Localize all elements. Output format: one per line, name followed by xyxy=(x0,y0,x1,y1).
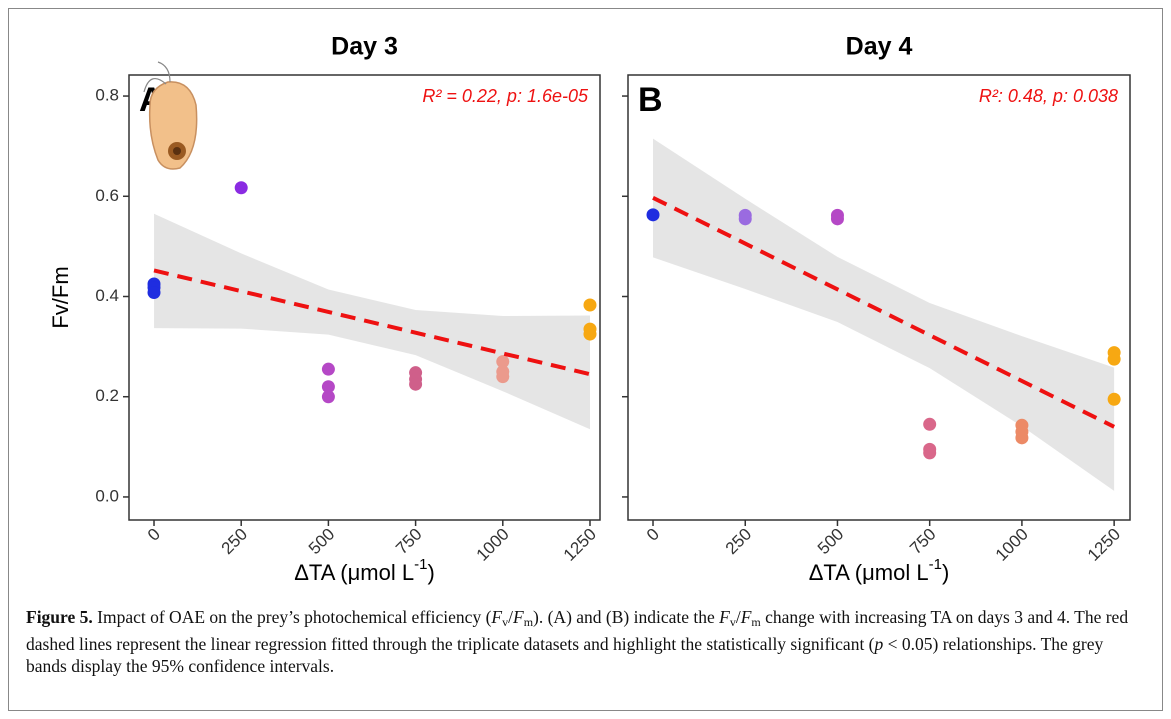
plot-frame xyxy=(128,74,601,521)
y-tick-label: 0.8 xyxy=(95,86,119,105)
caption-text: ). (A) and (B) indicate the xyxy=(533,607,720,627)
caption: Figure 5. Impact of OAE on the prey’s ph… xyxy=(26,606,1148,677)
data-point xyxy=(321,390,335,404)
data-point xyxy=(147,285,161,299)
data-point xyxy=(830,212,844,226)
data-point xyxy=(234,181,248,195)
x-tick-label: 1000 xyxy=(992,525,1032,565)
caption-text: / xyxy=(508,607,513,627)
caption-text: v xyxy=(729,615,736,629)
x-tick-label: 1250 xyxy=(1084,525,1124,565)
y-tick-label: 0.6 xyxy=(95,186,119,205)
x-tick-label: 0 xyxy=(144,525,164,545)
caption-text: m xyxy=(523,615,534,629)
x-axis-label-text: ΔTA (μmol L xyxy=(809,560,929,585)
confidence-band xyxy=(653,138,1115,491)
y-tick-label: 0.2 xyxy=(95,386,119,405)
x-axis-label-sup: -1 xyxy=(929,556,942,573)
data-point xyxy=(1107,392,1121,406)
data-point xyxy=(923,417,937,431)
x-tick-label: 1000 xyxy=(473,525,513,565)
y-axis-label: Fv/Fm xyxy=(48,266,73,328)
data-point xyxy=(496,355,510,369)
caption-text: F xyxy=(719,607,730,627)
caption-text: < 0.05) relationships. The grey bands di… xyxy=(26,634,1104,676)
x-tick-label: 1250 xyxy=(560,525,600,565)
x-tick-label: 0 xyxy=(643,525,663,545)
x-tick-label: 500 xyxy=(814,525,847,558)
x-axis-label: ΔTA (μmol L-1) xyxy=(809,556,950,585)
x-tick-label: 750 xyxy=(906,525,939,558)
panel-letter: B xyxy=(638,81,663,119)
figure-frame xyxy=(8,8,1163,711)
stats-annotation: R² = 0.22, p: 1.6e-05 xyxy=(422,86,589,106)
caption-text: v xyxy=(502,615,509,629)
data-point xyxy=(321,362,335,376)
caption-text: F xyxy=(491,607,503,627)
x-tick-label: 250 xyxy=(218,525,251,558)
caption-text: / xyxy=(735,607,741,627)
data-point xyxy=(738,212,752,226)
x-axis-label-text: ΔTA (μmol L xyxy=(294,560,414,585)
x-axis-label-sup: -1 xyxy=(414,556,427,573)
data-point xyxy=(1107,352,1121,366)
data-point xyxy=(496,370,510,384)
data-point xyxy=(409,377,423,391)
data-point xyxy=(583,327,597,341)
caption-text: change with increasing TA on days 3 and … xyxy=(26,607,1129,654)
caption-text: Impact of OAE on the prey’s photochemica… xyxy=(92,607,492,627)
regression-line xyxy=(652,195,1116,429)
caption-text: F xyxy=(740,607,752,627)
data-point xyxy=(923,446,937,460)
caption-label: Figure 5. xyxy=(26,607,93,627)
x-tick-label: 250 xyxy=(722,525,755,558)
caption-text: F xyxy=(512,607,524,627)
data-point xyxy=(321,380,335,394)
caption-text: p xyxy=(874,634,884,654)
regression-line xyxy=(153,268,591,377)
panel-title: Day 4 xyxy=(846,33,913,61)
panel-title: Day 3 xyxy=(331,33,398,61)
caption-text: m xyxy=(751,615,761,629)
x-axis-label: ΔTA (μmol L-1) xyxy=(294,556,435,585)
y-tick-label: 0.4 xyxy=(95,286,119,305)
data-point xyxy=(646,208,660,222)
x-tick-label: 500 xyxy=(305,525,338,558)
plot-frame xyxy=(627,74,1131,521)
stats-annotation: R²: 0.48, p: 0.038 xyxy=(979,86,1118,106)
figure: Day 3AR² = 0.22, p: 1.6e-050.00.20.40.60… xyxy=(48,33,1131,585)
y-tick-label: 0.0 xyxy=(95,486,119,505)
data-point xyxy=(583,298,597,312)
x-axis-label-close: ) xyxy=(942,560,949,585)
x-tick-label: 750 xyxy=(392,525,425,558)
organism-icon xyxy=(143,61,198,170)
x-axis-label-close: ) xyxy=(427,560,434,585)
data-point xyxy=(1015,431,1029,445)
